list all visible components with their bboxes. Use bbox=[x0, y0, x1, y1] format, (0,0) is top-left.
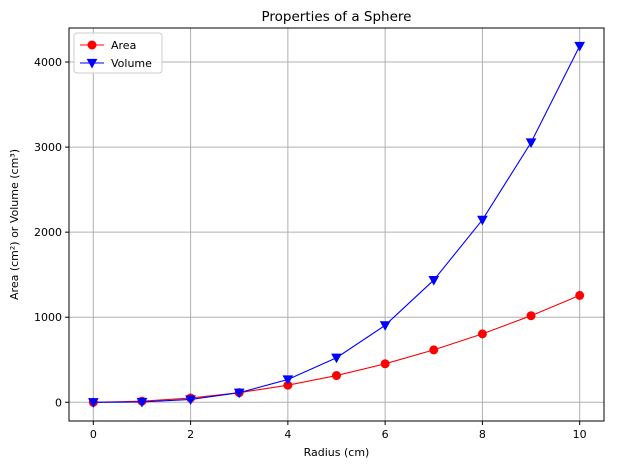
y-tick-label: 0 bbox=[55, 396, 62, 409]
plot-frame bbox=[68, 27, 605, 422]
chart-title: Properties of a Sphere bbox=[262, 9, 412, 25]
volume-point bbox=[87, 398, 99, 408]
area-series bbox=[88, 290, 585, 407]
legend-area-marker bbox=[87, 40, 97, 50]
x-axis-label: Radius (cm) bbox=[304, 446, 370, 459]
area-point bbox=[380, 359, 390, 369]
volume-point bbox=[525, 138, 537, 149]
x-tick-label: 8 bbox=[479, 428, 486, 441]
area-line bbox=[93, 294, 580, 403]
x-tick-label: 4 bbox=[284, 428, 291, 441]
y-axis-label: Area (cm²) or Volume (cm³) bbox=[8, 149, 21, 300]
volume-point bbox=[379, 321, 391, 331]
x-tick-label: 2 bbox=[187, 428, 194, 441]
volume-line bbox=[93, 45, 581, 403]
area-point bbox=[332, 371, 341, 381]
volume-point bbox=[233, 388, 245, 399]
y-tick-label: 4000 bbox=[34, 56, 62, 69]
area-point bbox=[477, 329, 487, 339]
legend: Area Volume bbox=[73, 32, 163, 74]
volume-point bbox=[428, 275, 440, 286]
area-point bbox=[575, 290, 585, 300]
volume-point bbox=[282, 375, 294, 386]
x-tick-label: 0 bbox=[90, 428, 97, 441]
y-tick-label: 1000 bbox=[34, 311, 62, 324]
axis-ticks: 0 2 4 6 8 10 0 1000 2000 3000 4000 bbox=[34, 56, 587, 441]
volume-point bbox=[477, 215, 488, 226]
volume-point bbox=[331, 353, 342, 364]
legend-area-label: Area bbox=[111, 39, 136, 52]
x-tick-label: 6 bbox=[382, 428, 389, 441]
plot-area bbox=[87, 41, 586, 408]
area-point bbox=[429, 345, 439, 355]
legend-volume-marker bbox=[86, 58, 98, 69]
area-point bbox=[526, 311, 536, 321]
y-tick-label: 3000 bbox=[34, 141, 62, 154]
legend-volume-label: Volume bbox=[111, 57, 152, 70]
y-tick-label: 2000 bbox=[34, 226, 62, 239]
volume-point bbox=[574, 41, 586, 52]
volume-point bbox=[185, 395, 196, 405]
volume-series bbox=[87, 41, 586, 408]
volume-point bbox=[136, 397, 148, 408]
x-tick-label: 10 bbox=[573, 428, 587, 441]
